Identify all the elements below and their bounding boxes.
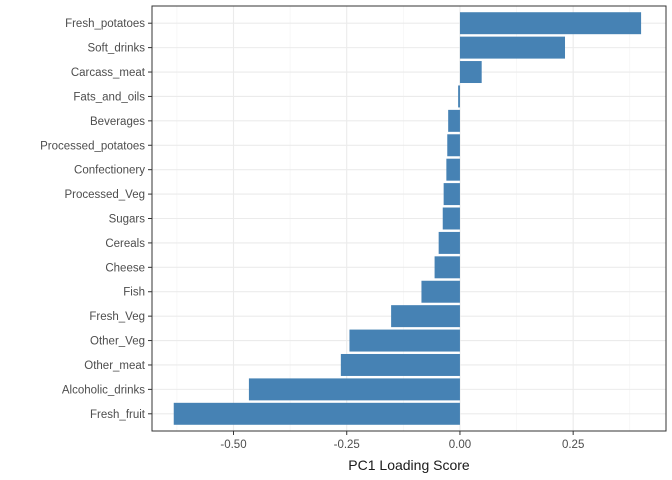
bar-fresh-fruit xyxy=(173,402,460,425)
y-tick-label: Processed_potatoes xyxy=(40,140,145,152)
y-tick-label: Processed_Veg xyxy=(64,189,145,201)
bar-fish xyxy=(421,280,460,303)
x-axis-title: PC1 Loading Score xyxy=(348,457,470,473)
y-tick-label: Alcoholic_drinks xyxy=(62,384,145,396)
bar-cereals xyxy=(438,231,460,254)
y-tick-label: Fresh_potatoes xyxy=(65,18,145,30)
bar-alcoholic-drinks xyxy=(248,378,460,401)
y-tick-label: Carcass_meat xyxy=(71,67,146,79)
x-tick-label: -0.25 xyxy=(334,439,360,451)
bar-sugars xyxy=(442,207,460,230)
bar-other-veg xyxy=(349,329,460,352)
bar-other-meat xyxy=(340,353,460,376)
bar-beverages xyxy=(448,109,460,132)
y-tick-label: Confectionery xyxy=(74,165,145,177)
bar-confectionery xyxy=(446,158,460,181)
y-tick-label: Fresh_Veg xyxy=(89,311,145,323)
bars xyxy=(173,12,642,425)
x-tick-label: 0.00 xyxy=(449,439,471,451)
bar-fats-and-oils xyxy=(458,85,460,108)
bar-processed-veg xyxy=(443,183,460,206)
bar-soft-drinks xyxy=(459,36,566,59)
x-tick-label: -0.50 xyxy=(220,439,246,451)
bar-cheese xyxy=(434,256,460,279)
bar-processed-potatoes xyxy=(447,134,460,157)
y-tick-label: Fresh_fruit xyxy=(90,409,146,421)
y-tick-labels: Fresh_potatoes Soft_drinks Carcass_meat Fat… xyxy=(40,18,152,421)
bar-fresh-potatoes xyxy=(459,12,642,35)
x-tick-label: 0.25 xyxy=(562,439,584,451)
y-tick-label: Other_meat xyxy=(84,360,146,372)
y-tick-label: Cheese xyxy=(105,262,145,274)
y-tick-label: Fats_and_oils xyxy=(73,91,145,103)
y-tick-label: Cereals xyxy=(105,238,145,250)
y-tick-label: Fish xyxy=(123,287,145,299)
bar-fresh-veg xyxy=(391,305,460,328)
y-tick-label: Sugars xyxy=(109,214,146,226)
y-tick-label: Other_Veg xyxy=(90,336,145,348)
y-tick-label: Soft_drinks xyxy=(87,43,145,55)
y-tick-label: Beverages xyxy=(90,116,145,128)
x-tick-labels: -0.50 -0.25 0.00 0.25 xyxy=(220,431,584,451)
bar-carcass-meat xyxy=(459,61,482,84)
